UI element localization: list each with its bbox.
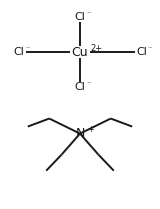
Text: Cl: Cl: [75, 12, 85, 22]
Text: Cl: Cl: [136, 47, 147, 57]
Text: +: +: [87, 125, 94, 134]
Text: ⁻: ⁻: [86, 79, 91, 88]
Text: ⁻: ⁻: [86, 9, 91, 18]
Text: Cl: Cl: [75, 82, 85, 92]
Text: Cl: Cl: [13, 47, 24, 57]
Text: ⁻: ⁻: [148, 44, 152, 53]
Text: Cu: Cu: [71, 46, 88, 59]
Text: N: N: [75, 127, 85, 140]
Text: ⁻: ⁻: [25, 44, 29, 53]
Text: 2+: 2+: [90, 44, 103, 53]
